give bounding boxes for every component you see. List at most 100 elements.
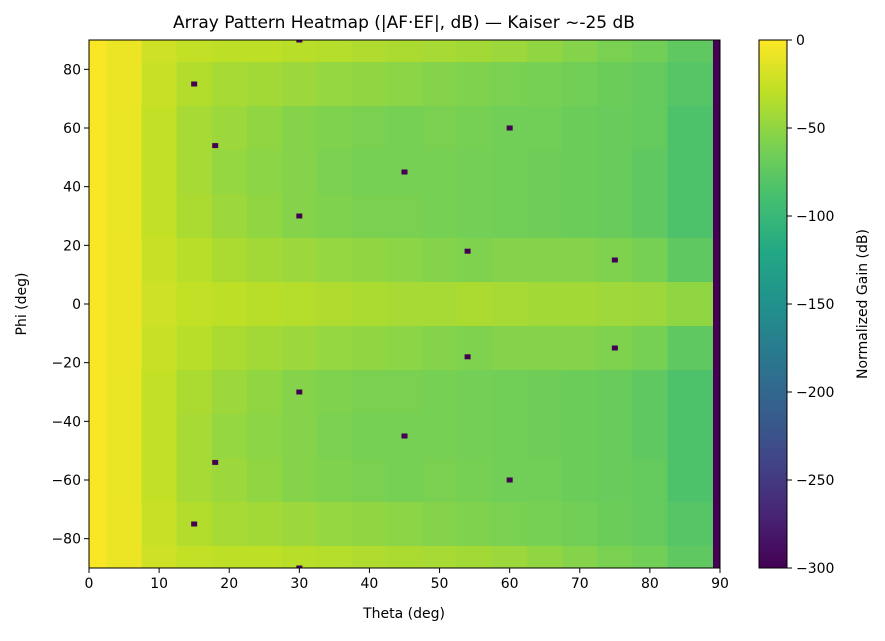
heatmap-cell	[492, 194, 528, 239]
heatmap-cell	[632, 546, 668, 568]
heatmap-cell	[492, 370, 528, 415]
heatmap-cell	[246, 326, 283, 371]
heatmap-cell	[246, 62, 283, 107]
heatmap-cell	[351, 458, 388, 503]
heatmap-cell	[176, 40, 213, 63]
heatmap-cell	[281, 62, 318, 107]
heatmap-cell	[597, 194, 633, 239]
colorbar-tick-label: −300	[796, 561, 834, 577]
heatmap-cell	[316, 546, 353, 568]
y-tick-label: 0	[72, 297, 81, 313]
heatmap-cell	[316, 414, 353, 459]
y-tick-label: −20	[51, 356, 81, 372]
heatmap-cell	[632, 282, 668, 327]
heatmap-cell	[492, 62, 528, 107]
heatmap-cell	[246, 370, 283, 415]
heatmap-cell	[246, 282, 283, 327]
x-tick-label: 0	[85, 576, 94, 592]
x-tick-label: 60	[501, 576, 519, 592]
heatmap-cell	[246, 546, 283, 568]
heatmap-cell	[492, 150, 528, 195]
heatmap-cell	[141, 502, 178, 547]
heatmap-cell	[141, 194, 178, 239]
heatmap-cell	[712, 238, 720, 283]
heatmap-cell	[597, 458, 633, 503]
heatmap-cell	[246, 150, 283, 195]
heatmap-cell	[667, 458, 714, 503]
y-tick-label: 40	[63, 180, 81, 196]
colorbar-tick-label: −150	[796, 297, 834, 313]
heatmap-cell	[106, 106, 143, 151]
heatmap-cell	[89, 238, 108, 283]
heatmap-cell	[316, 238, 353, 283]
heatmap-cell	[246, 414, 283, 459]
heatmap-cell	[457, 282, 493, 327]
heatmap-cell	[106, 282, 143, 327]
x-tick-label: 30	[290, 576, 308, 592]
heatmap-cell	[141, 370, 178, 415]
null-marker	[191, 521, 198, 527]
heatmap-cell	[89, 40, 108, 63]
heatmap-cell	[632, 326, 668, 371]
heatmap-cell	[89, 150, 108, 195]
heatmap-cell	[422, 194, 458, 239]
chart-title: Array Pattern Heatmap (|AF·EF|, dB) — Ka…	[173, 13, 635, 33]
heatmap-cell	[457, 370, 493, 415]
heatmap-cell	[211, 106, 248, 151]
heatmap-cell	[386, 106, 423, 151]
x-tick-label: 50	[431, 576, 449, 592]
heatmap-cell	[527, 414, 563, 459]
heatmap-cell	[492, 326, 528, 371]
heatmap-cell	[422, 282, 458, 327]
heatmap-cell	[457, 194, 493, 239]
heatmap-cell	[422, 458, 458, 503]
null-marker	[296, 389, 303, 395]
heatmap-cell	[141, 282, 178, 327]
heatmap-cell	[281, 282, 318, 327]
heatmap-cell	[667, 546, 714, 568]
heatmap-cell	[667, 150, 714, 195]
heatmap-cell	[106, 238, 143, 283]
heatmap-cell	[562, 106, 598, 151]
heatmap-cell	[176, 458, 213, 503]
heatmap-cell	[89, 502, 108, 547]
null-marker	[506, 477, 513, 483]
heatmap-cell	[351, 150, 388, 195]
heatmap-cell	[632, 150, 668, 195]
heatmap-cell	[211, 546, 248, 568]
heatmap-cell	[712, 546, 720, 568]
heatmap-cell	[457, 502, 493, 547]
heatmap-cell	[667, 414, 714, 459]
heatmap-cell	[527, 150, 563, 195]
heatmap-cell	[141, 414, 178, 459]
y-tick-label: 80	[63, 62, 81, 78]
heatmap-cell	[316, 282, 353, 327]
heatmap-cell	[562, 458, 598, 503]
heatmap-cell	[562, 326, 598, 371]
null-marker	[506, 125, 513, 131]
heatmap-cell	[422, 238, 458, 283]
heatmap-cell	[89, 370, 108, 415]
heatmap-cell	[141, 150, 178, 195]
heatmap-cell	[712, 150, 720, 195]
heatmap-cell	[712, 414, 720, 459]
heatmap-cell	[422, 502, 458, 547]
heatmap-cell	[351, 502, 388, 547]
heatmap-cell	[422, 370, 458, 415]
heatmap-cell	[246, 40, 283, 63]
heatmap-cell	[667, 106, 714, 151]
heatmap-cell	[351, 40, 388, 63]
heatmap-cell	[667, 282, 714, 327]
heatmap-cell	[211, 370, 248, 415]
heatmap-cell	[597, 502, 633, 547]
heatmap-cell	[351, 326, 388, 371]
heatmap-cell	[386, 194, 423, 239]
x-tick-label: 20	[220, 576, 238, 592]
heatmap-cell	[527, 502, 563, 547]
heatmap-cell	[712, 458, 720, 503]
colorbar-tick-label: −50	[796, 121, 826, 137]
colorbar-tick-label: −200	[796, 385, 834, 401]
heatmap-cell	[712, 194, 720, 239]
heatmap-cell	[562, 370, 598, 415]
